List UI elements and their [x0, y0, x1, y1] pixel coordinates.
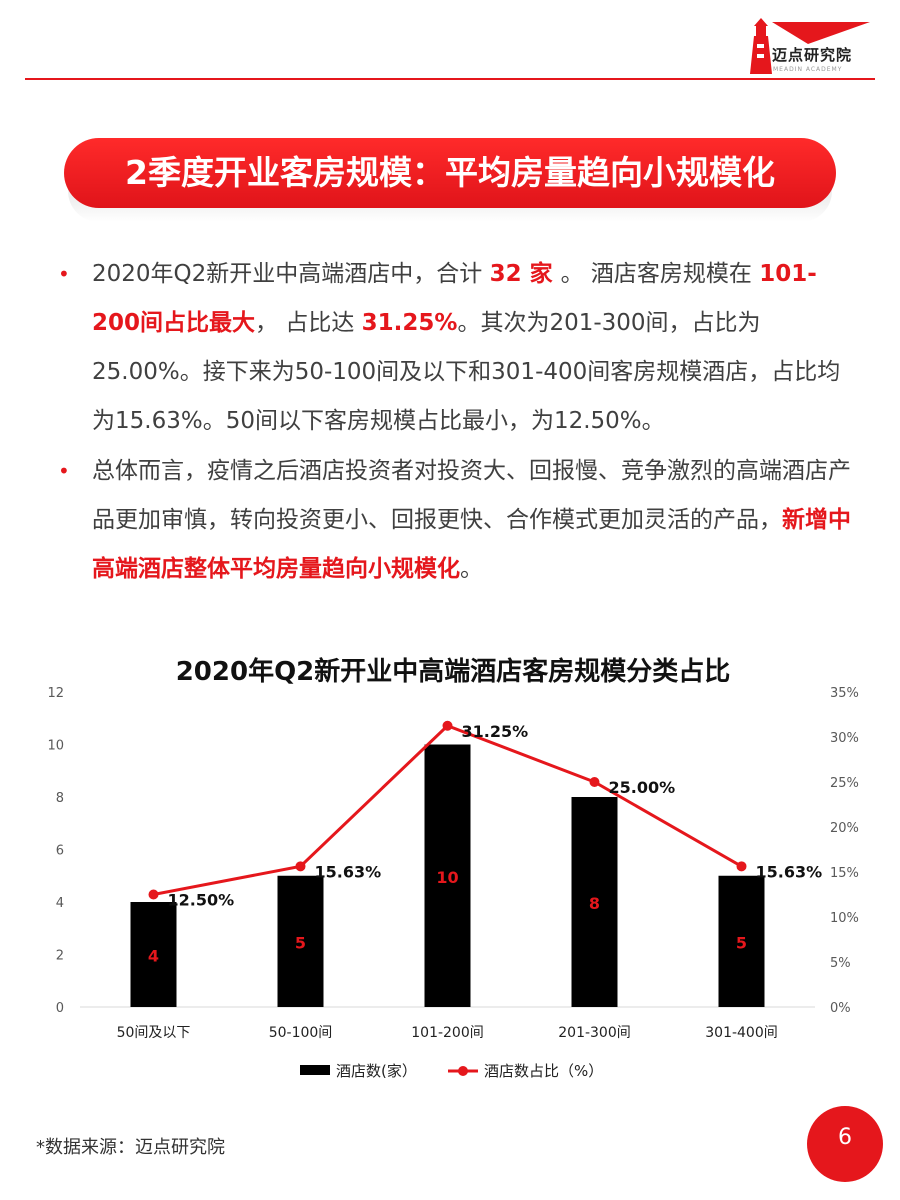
line-value-label: 12.50% [168, 891, 235, 910]
bullet-item: • 总体而言，疫情之后酒店投资者对投资大、回报慢、竞争激烈的高端酒店产品更加审慎… [50, 447, 860, 594]
y-right-tick-label: 15% [830, 866, 859, 881]
y-right-tick-label: 20% [830, 821, 859, 836]
chart-title: 2020年Q2新开业中高端酒店客房规模分类占比 [176, 656, 731, 687]
legend-bar-swatch [300, 1065, 330, 1075]
y-right-tick-label: 0% [830, 1001, 851, 1016]
highlight-segment: 101-200间占比最大 [92, 261, 817, 336]
legend-bar-label: 酒店数(家） [336, 1062, 417, 1080]
y-right-tick-label: 35% [830, 686, 859, 701]
highlight-segment: 新增中高端酒店整体平均房量趋向小规模化 [92, 507, 851, 582]
bullet-dot-icon: • [58, 459, 70, 483]
x-tick-label: 201-300间 [558, 1025, 631, 1041]
header-divider [25, 78, 875, 80]
bullet-dot-icon: • [58, 262, 70, 286]
line-point-2 [295, 861, 306, 872]
text-segment: 。其次为201-300间，占比为25.00%。接下来为50-100间及以下和30… [92, 310, 841, 434]
bar-value-label: 8 [589, 894, 600, 913]
text-segment: ， 占比达 [255, 310, 362, 336]
legend-line-marker [458, 1066, 468, 1076]
page-number-badge: 6 [807, 1106, 883, 1182]
line-value-label: 15.63% [315, 862, 382, 881]
bar-value-label: 5 [736, 933, 747, 952]
data-source-note: *数据来源：迈点研究院 [36, 1137, 225, 1158]
meadin-logo [750, 18, 870, 74]
line-value-label: 31.25% [462, 722, 529, 741]
y-left-tick-label: 0 [56, 1001, 64, 1016]
y-right-tick-label: 5% [830, 956, 851, 971]
text-segment: 。 [460, 556, 483, 582]
bar-value-label: 10 [436, 868, 458, 887]
y-right-tick-label: 25% [830, 776, 859, 791]
bar-value-label: 5 [295, 933, 306, 952]
bar-5 [718, 875, 765, 1007]
bar-4 [571, 797, 618, 1007]
x-tick-label: 50间及以下 [117, 1025, 191, 1041]
y-left-tick-label: 10 [47, 739, 64, 754]
bar-value-label: 4 [148, 947, 159, 966]
bullet-list: • 2020年Q2新开业中高端酒店中，合计 32 家 。 酒店客房规模在 101… [50, 250, 860, 595]
bar-1 [130, 902, 177, 1007]
y-right-tick-label: 30% [830, 731, 859, 746]
brand-name: 迈点研究院 [772, 46, 853, 64]
page-title: 2季度开业客房规模：平均房量趋向小规模化 [64, 138, 836, 208]
legend-line-label: 酒店数占比（%） [484, 1062, 603, 1080]
text-segment: 总体而言，疫情之后酒店投资者对投资大、回报慢、竞争激烈的高端酒店产品更加审慎，转… [92, 458, 851, 533]
y-left-tick-label: 4 [56, 896, 64, 911]
line-point-4 [589, 777, 600, 787]
y-right-tick-label: 10% [830, 911, 859, 926]
brand-subtitle: MEADIN ACADEMY [773, 66, 843, 73]
y-left-tick-label: 12 [47, 686, 64, 701]
line-point-3 [442, 720, 453, 731]
title-banner: 2季度开业客房规模：平均房量趋向小规模化 [64, 138, 836, 222]
x-tick-label: 50-100间 [269, 1025, 333, 1041]
line-value-label: 25.00% [609, 778, 676, 797]
bullet-item: • 2020年Q2新开业中高端酒店中，合计 32 家 。 酒店客房规模在 101… [50, 250, 860, 446]
bar-2 [277, 875, 324, 1007]
text-segment: 2020年Q2新开业中高端酒店中，合计 [92, 261, 490, 287]
line-point-5 [736, 861, 747, 872]
text-segment: 。 酒店客房规模在 [560, 261, 760, 287]
y-left-tick-label: 2 [56, 949, 64, 964]
bar-3 [424, 744, 471, 1007]
x-tick-label: 101-200间 [411, 1025, 484, 1041]
highlight-segment: 31.25% [361, 310, 458, 336]
x-tick-label: 301-400间 [705, 1025, 778, 1041]
y-left-tick-label: 6 [56, 844, 64, 859]
line-point-1 [148, 889, 159, 900]
line-value-label: 15.63% [756, 862, 823, 881]
y-left-tick-label: 8 [56, 791, 64, 806]
combo-chart: 2020年Q2新开业中高端酒店客房规模分类占比 0 2 4 6 8 10 12 0% 5% 10% 1… [47, 656, 859, 1080]
highlight-segment: 32 家 [489, 261, 561, 287]
